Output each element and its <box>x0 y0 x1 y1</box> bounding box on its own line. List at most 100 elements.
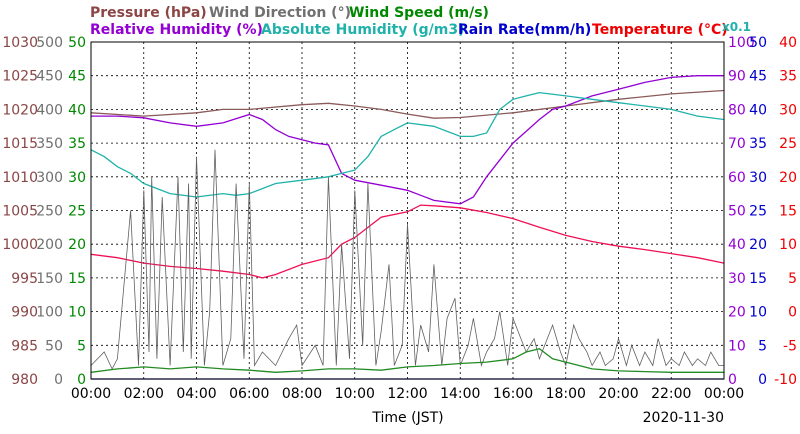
legend-multiplier: x0.1 <box>722 20 751 34</box>
relative-humidity-tick-label: 50 <box>728 204 746 220</box>
wind-speed-tick-label: 0 <box>77 372 86 388</box>
x-axis-label: Time (JST) <box>371 410 443 426</box>
legend-relative-humidity: Relative Humidity (%) <box>90 22 263 38</box>
pressure-tick-label: 1020 <box>2 102 38 118</box>
temperature-tick-label: 40 <box>779 35 797 51</box>
wind-speed-tick-label: 45 <box>68 69 86 85</box>
x-tick-label: 20:00 <box>598 386 638 402</box>
wind-speed-tick-label: 15 <box>68 271 86 287</box>
wind-speed-tick-label: 5 <box>77 338 86 354</box>
x-tick-label: 06:00 <box>229 386 269 402</box>
pressure-tick-label: 1005 <box>2 204 38 220</box>
temperature-tick-label: -10 <box>774 372 797 388</box>
series-absolute-humidity-g-m3 <box>90 91 725 198</box>
temperature-tick-label: 0 <box>788 305 797 321</box>
relative-humidity-tick-label: 0 <box>728 372 737 388</box>
legend-pressure: Pressure (hPa) <box>90 5 207 21</box>
temperature-tick-label: 10 <box>779 237 797 253</box>
x-tick-label: 18:00 <box>546 386 586 402</box>
relative-humidity-tick-label: 60 <box>728 170 746 186</box>
wind-direction-tick-label: 500 <box>36 35 63 51</box>
x-tick-label: 08:00 <box>282 386 322 402</box>
wind-speed-tick-label: 25 <box>68 204 86 220</box>
pressure-tick-label: 990 <box>11 305 38 321</box>
x-tick-label: 10:00 <box>335 386 375 402</box>
rain-rate-tick-label: 10 <box>749 305 767 321</box>
series-wind-direction <box>90 149 724 370</box>
series-relative-humidity <box>91 75 724 205</box>
wind-direction-tick-label: 200 <box>36 237 63 253</box>
x-tick-label: 14:00 <box>440 386 480 402</box>
wind-speed-tick-label: 40 <box>68 102 86 118</box>
legend-absolute-humidity: Absolute Humidity (g/m3) <box>261 22 464 38</box>
temperature-tick-label: 20 <box>779 170 797 186</box>
wind-direction-tick-label: 300 <box>36 170 63 186</box>
temperature-tick-label: -5 <box>783 338 797 354</box>
wind-speed-tick-label: 30 <box>68 170 86 186</box>
temperature-tick-label: 15 <box>779 204 797 220</box>
pressure-tick-label: 1000 <box>2 237 38 253</box>
rain-rate-tick-label: 5 <box>758 338 767 354</box>
wind-direction-tick-label: 150 <box>36 271 63 287</box>
legend-wind-speed: Wind Speed (m/s) <box>349 5 489 21</box>
rain-rate-tick-label: 15 <box>749 271 767 287</box>
relative-humidity-tick-label: 100 <box>728 35 755 51</box>
wind-direction-tick-label: 0 <box>54 372 63 388</box>
temperature-tick-label: 25 <box>779 136 797 152</box>
wind-direction-tick-label: 250 <box>36 204 63 220</box>
wind-speed-tick-label: 20 <box>68 237 86 253</box>
pressure-tick-label: 985 <box>11 338 38 354</box>
legend-wind-direction: Wind Direction (°) <box>209 5 351 21</box>
wind-direction-tick-label: 350 <box>36 136 63 152</box>
pressure-tick-label: 1015 <box>2 136 38 152</box>
wind-speed-tick-label: 35 <box>68 136 86 152</box>
pressure-tick-label: 1025 <box>2 69 38 85</box>
x-axis-ticks: 00:00 02:00 04:00 06:00 08:00 10:00 12:00 14:00… <box>71 386 744 402</box>
wind-speed-tick-label: 10 <box>68 305 86 321</box>
pressure-tick-label: 1010 <box>2 170 38 186</box>
x-tick-label: 16:00 <box>493 386 533 402</box>
temperature-tick-label: 35 <box>779 69 797 85</box>
pressure-tick-label: 980 <box>11 372 38 388</box>
legend-temperature: Temperature (°C) <box>592 22 728 38</box>
series-temperature-c <box>90 204 725 279</box>
relative-humidity-tick-label: 30 <box>728 271 746 287</box>
pressure-tick-label: 1030 <box>2 35 38 51</box>
wind-direction-tick-label: 50 <box>45 338 63 354</box>
left-axes: 9809859909951000100510101015102010251030… <box>2 35 86 388</box>
x-tick-label: 00:00 <box>71 386 111 402</box>
relative-humidity-tick-label: 40 <box>728 237 746 253</box>
temperature-tick-label: 30 <box>779 102 797 118</box>
wind-direction-tick-label: 400 <box>36 102 63 118</box>
rain-rate-tick-label: 0 <box>758 372 767 388</box>
rain-rate-tick-label: 45 <box>749 69 767 85</box>
series-pressure-hpa <box>90 89 725 119</box>
wind-speed-tick-label: 50 <box>68 35 86 51</box>
rain-rate-tick-label: 50 <box>749 35 767 51</box>
series-wind-speed-m-s <box>90 347 724 373</box>
right-axes: 0102030405060708090100051015202530354045… <box>728 35 797 388</box>
rain-rate-tick-label: 35 <box>749 136 767 152</box>
legend-rain-rate: Rain Rate(mm/h) <box>458 22 591 38</box>
wind-direction-tick-label: 450 <box>36 69 63 85</box>
rain-rate-tick-label: 30 <box>749 170 767 186</box>
relative-humidity-tick-label: 70 <box>728 136 746 152</box>
pressure-tick-label: 995 <box>11 271 38 287</box>
wind-direction-tick-label: 100 <box>36 305 63 321</box>
rain-rate-tick-label: 40 <box>749 102 767 118</box>
relative-humidity-tick-label: 90 <box>728 69 746 85</box>
plot-frame <box>90 41 725 380</box>
relative-humidity-tick-label: 80 <box>728 102 746 118</box>
x-tick-label: 12:00 <box>387 386 427 402</box>
temperature-tick-label: 5 <box>788 271 797 287</box>
rain-rate-tick-label: 20 <box>749 237 767 253</box>
relative-humidity-tick-label: 20 <box>728 305 746 321</box>
date-label: 2020-11-30 <box>643 410 724 426</box>
grid <box>91 42 724 379</box>
x-tick-label: 00:00 <box>704 386 744 402</box>
x-tick-label: 04:00 <box>176 386 216 402</box>
x-tick-label: 02:00 <box>124 386 164 402</box>
relative-humidity-tick-label: 10 <box>728 338 746 354</box>
x-tick-label: 22:00 <box>651 386 691 402</box>
